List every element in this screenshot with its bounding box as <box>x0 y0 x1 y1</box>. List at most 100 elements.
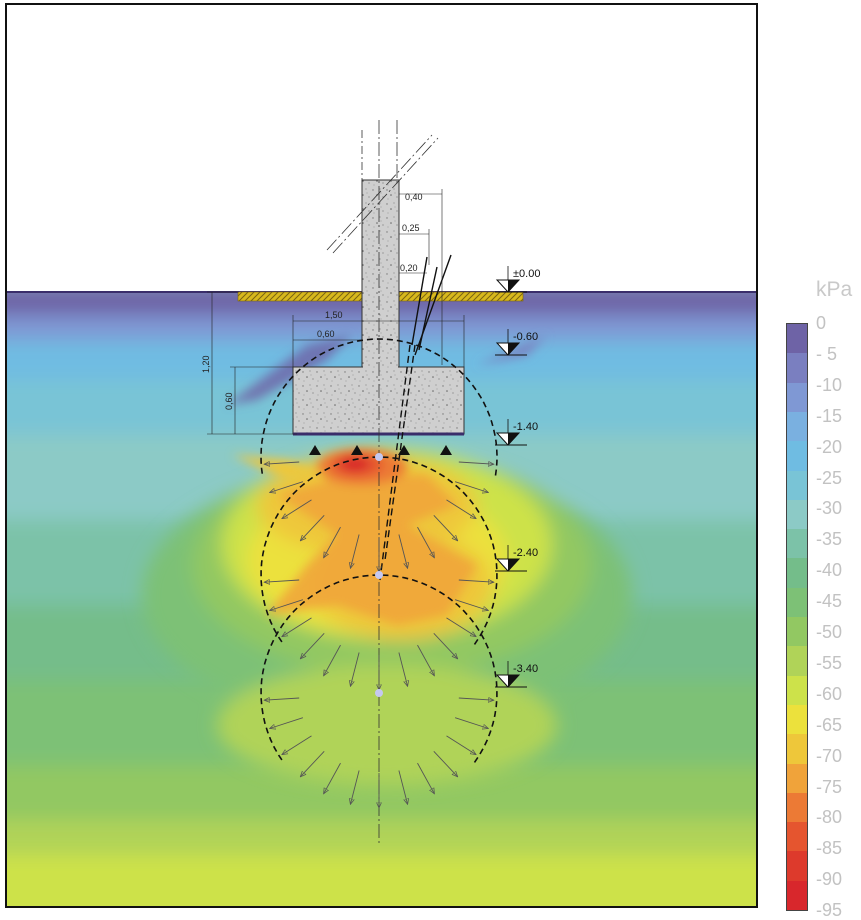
stress-arrow <box>446 617 477 637</box>
legend-swatch <box>787 529 807 559</box>
level-marker: ±0.00 <box>495 266 540 293</box>
stress-arrow <box>264 462 300 464</box>
legend-swatch <box>787 558 807 589</box>
legend-swatch <box>787 734 807 764</box>
load-markers <box>309 445 452 455</box>
level-marker: -2.40 <box>495 545 538 572</box>
stress-arrow <box>264 580 300 582</box>
legend-swatch <box>787 792 807 823</box>
stress-arrow <box>300 514 325 541</box>
legend-label: -95 <box>816 900 843 920</box>
stress-arrow <box>350 534 360 569</box>
stress-arrow <box>458 462 494 464</box>
stress-arrow <box>324 644 341 676</box>
dim-0-60-width: 0,60 <box>317 329 335 339</box>
dim-1-50: 1,50 <box>325 310 343 320</box>
center-nodes <box>375 453 383 697</box>
dim-1-20: 1,20 <box>201 355 211 373</box>
stress-arrow <box>433 632 458 659</box>
center-lines <box>326 120 439 845</box>
legend-label: -40 <box>816 560 843 581</box>
stress-arrow <box>300 750 325 777</box>
stress-arrow <box>350 770 360 805</box>
legend-swatch <box>787 353 807 384</box>
diagram-frame: 0,40 0,25 0,20 1,50 0,60 1,20 0,60 ±0.00… <box>5 3 758 908</box>
legend-swatch <box>787 646 807 677</box>
legend-swatch <box>787 617 807 647</box>
level-marker: -1.40 <box>495 419 538 446</box>
dim-0-20: 0,20 <box>400 263 418 273</box>
stress-arrow <box>398 652 408 687</box>
dim-0-40: 0,40 <box>405 192 423 202</box>
stress-arrow <box>417 526 435 558</box>
legend-swatch <box>787 411 807 442</box>
level-marker: -3.40 <box>495 661 538 688</box>
legend-label: -65 <box>816 714 843 735</box>
legend-label: -55 <box>816 652 843 673</box>
legend-swatch <box>787 587 807 618</box>
level-label: ±0.00 <box>513 268 540 280</box>
stress-arrow <box>433 750 458 777</box>
stress-circle <box>260 338 498 476</box>
level-marker: -0.60 <box>495 329 538 356</box>
pressure-lines <box>379 254 452 581</box>
dim-0-25: 0,25 <box>402 223 420 233</box>
legend-swatch <box>787 324 807 354</box>
legend-label: -70 <box>816 745 843 766</box>
stress-arrow <box>324 762 341 794</box>
level-label: -0.60 <box>513 331 538 343</box>
level-markers: ±0.00 -0.60 -1.40 -2.40 -3.40 <box>495 266 540 688</box>
legend-label: -50 <box>816 622 843 642</box>
stress-arrow <box>398 534 408 569</box>
legend-label: -20 <box>816 436 843 457</box>
legend-label: -30 <box>816 498 843 519</box>
stress-arrow <box>417 762 435 794</box>
legend-swatch <box>787 851 807 882</box>
legend-swatch <box>787 822 807 852</box>
legend-unit: kPa <box>816 278 853 301</box>
legend-swatch <box>787 763 807 794</box>
stress-arrow <box>270 599 304 611</box>
color-legend <box>786 323 808 911</box>
stress-arrow <box>454 717 488 729</box>
legend-label: -25 <box>816 467 843 488</box>
stress-circle <box>260 456 498 645</box>
legend-swatch <box>787 441 807 471</box>
stress-arrow <box>350 652 360 687</box>
dimension-lines <box>207 189 465 435</box>
legend-label: -45 <box>816 591 843 612</box>
stress-arrow <box>324 526 341 558</box>
stress-arrow <box>282 499 312 519</box>
stress-arrow <box>282 617 312 637</box>
legend-swatch <box>787 675 807 706</box>
level-label: -3.40 <box>513 663 538 675</box>
legend-label: -85 <box>816 838 843 859</box>
stress-arrow <box>454 481 488 493</box>
level-label: -1.40 <box>513 421 538 433</box>
legend-swatch <box>787 499 807 530</box>
legend-label: -60 <box>816 683 843 704</box>
foundation-stress-diagram: 0,40 0,25 0,20 1,50 0,60 1,20 0,60 ±0.00… <box>7 120 756 906</box>
stress-arrow <box>446 735 477 755</box>
legend-swatch <box>787 880 807 911</box>
legend-swatch <box>787 704 807 735</box>
legend-swatch <box>787 382 807 413</box>
level-label: -2.40 <box>513 547 538 559</box>
stress-circle <box>260 574 498 763</box>
dim-0-60-height: 0,60 <box>224 392 234 410</box>
stress-arrow <box>282 735 312 755</box>
legend-label: -15 <box>816 405 843 426</box>
legend-label: -80 <box>816 807 843 828</box>
stress-arrow <box>264 698 300 700</box>
legend-label: -75 <box>816 776 843 797</box>
legend-label: -90 <box>816 869 843 890</box>
stress-arrow <box>454 599 488 611</box>
stress-arrow <box>446 499 477 519</box>
stress-arrow <box>270 481 304 493</box>
stress-arrow <box>417 644 435 676</box>
stress-arrow <box>270 717 304 729</box>
stress-arrow <box>458 580 494 582</box>
legend-label: - 5 <box>816 343 838 364</box>
legend-label: -35 <box>816 529 843 550</box>
stress-bulbs <box>260 338 498 808</box>
